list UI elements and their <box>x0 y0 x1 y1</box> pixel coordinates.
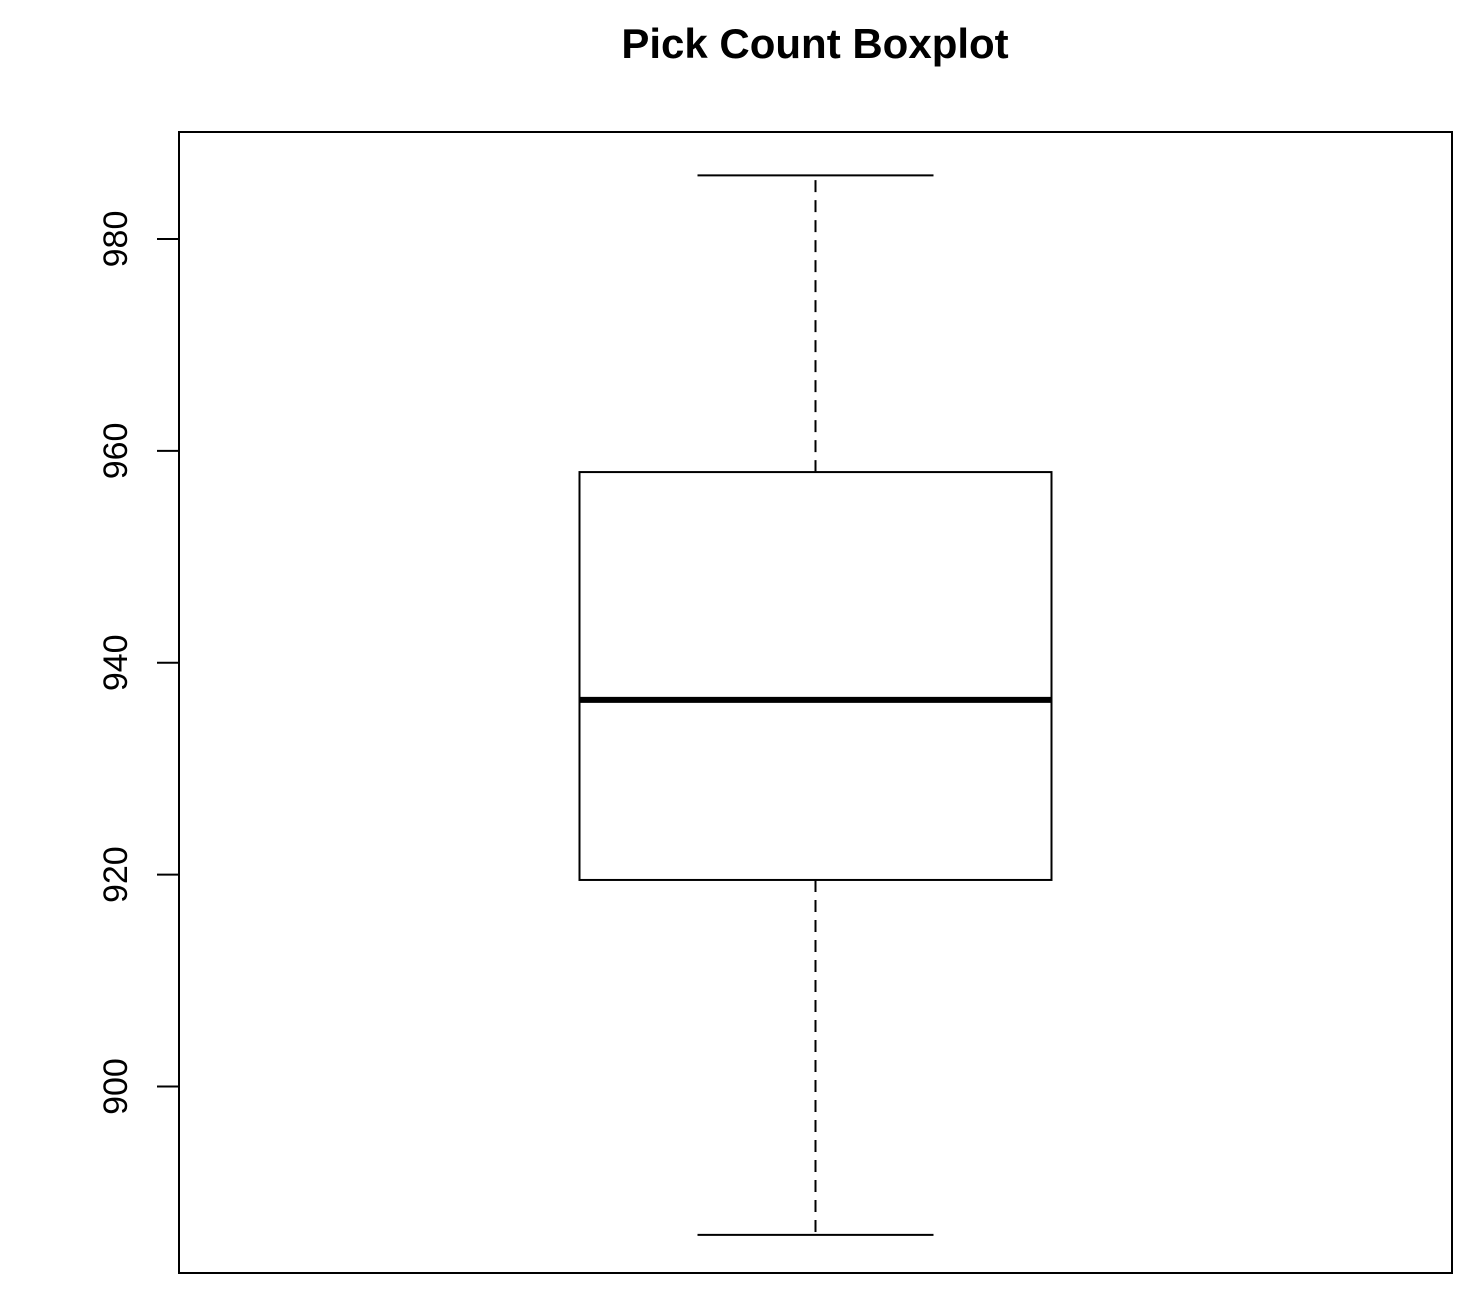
y-tick-label: 960 <box>97 423 135 480</box>
chart-title: Pick Count Boxplot <box>621 20 1008 67</box>
iqr-box <box>578 471 1053 881</box>
y-tick-label: 900 <box>97 1058 135 1115</box>
box-group <box>578 174 1053 1236</box>
y-tick-label: 940 <box>97 634 135 691</box>
y-tick-label: 920 <box>97 846 135 903</box>
y-axis: 900 920 940 960 980 <box>97 211 180 1115</box>
y-tick-label: 980 <box>97 211 135 268</box>
